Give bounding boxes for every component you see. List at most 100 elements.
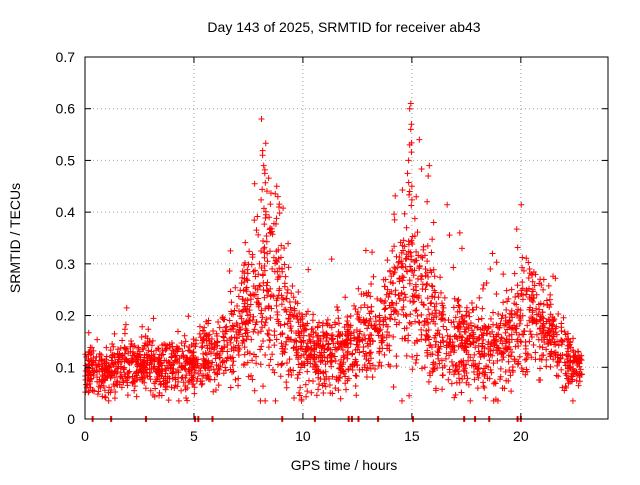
data-point <box>257 283 264 290</box>
data-point <box>446 352 453 359</box>
data-point <box>319 329 326 336</box>
data-point <box>460 345 467 352</box>
data-point <box>261 221 268 228</box>
data-point <box>530 342 537 349</box>
data-point <box>233 338 240 345</box>
data-point <box>194 360 201 367</box>
data-point <box>446 232 453 239</box>
data-point <box>240 338 247 345</box>
data-point <box>515 293 522 300</box>
data-point <box>487 351 494 358</box>
data-point <box>167 364 174 371</box>
data-point <box>294 375 301 382</box>
data-point <box>240 362 247 369</box>
data-point <box>443 338 450 345</box>
data-point <box>179 348 186 355</box>
data-point <box>125 350 132 357</box>
data-point <box>325 340 332 347</box>
data-point <box>136 366 143 373</box>
data-point <box>497 373 504 380</box>
data-point <box>456 320 463 327</box>
data-point <box>320 342 327 349</box>
data-point <box>158 352 165 359</box>
data-point <box>267 201 274 208</box>
data-point <box>421 364 428 371</box>
data-point <box>276 287 283 294</box>
data-point <box>452 368 459 375</box>
data-point <box>286 298 293 305</box>
data-point <box>427 351 434 358</box>
data-point <box>276 265 283 272</box>
data-point <box>347 363 354 370</box>
data-point <box>128 341 135 348</box>
data-point <box>364 325 371 332</box>
data-point <box>411 215 418 222</box>
data-point <box>437 274 444 281</box>
data-point <box>384 323 391 330</box>
data-point <box>362 318 369 325</box>
data-point <box>482 324 489 331</box>
data-point <box>278 292 285 299</box>
data-point <box>258 264 265 271</box>
data-point <box>425 378 432 385</box>
data-point <box>485 363 492 370</box>
data-point <box>287 366 294 373</box>
data-point <box>241 351 248 358</box>
data-point <box>145 326 152 333</box>
data-point <box>142 364 149 371</box>
data-point <box>418 276 425 283</box>
data-point <box>490 321 497 328</box>
data-point <box>518 364 525 371</box>
data-point <box>310 311 317 318</box>
data-point <box>535 336 542 343</box>
data-point <box>383 291 390 298</box>
data-point <box>560 314 567 321</box>
data-point <box>327 346 334 353</box>
data-point <box>511 270 518 277</box>
data-point <box>413 248 420 255</box>
data-point <box>428 269 435 276</box>
data-point <box>437 343 444 350</box>
data-point <box>463 304 470 311</box>
data-point <box>388 288 395 295</box>
data-point <box>413 193 420 200</box>
data-point <box>400 237 407 244</box>
data-point <box>251 387 258 394</box>
data-point <box>119 337 126 344</box>
data-point <box>505 377 512 384</box>
data-point <box>574 348 581 355</box>
data-point <box>519 331 526 338</box>
data-point <box>535 311 542 318</box>
data-point <box>540 276 547 283</box>
data-point <box>263 282 270 289</box>
data-point <box>364 304 371 311</box>
data-point <box>140 345 147 352</box>
data-point <box>424 269 431 276</box>
data-point <box>571 368 578 375</box>
data-point <box>504 320 511 327</box>
data-point <box>440 323 447 330</box>
data-point <box>245 318 252 325</box>
data-point <box>277 331 284 338</box>
data-point <box>227 288 234 295</box>
data-point <box>494 357 501 364</box>
data-point <box>440 304 447 311</box>
data-point <box>284 320 291 327</box>
data-point <box>574 361 581 368</box>
data-point <box>262 215 269 222</box>
data-point <box>403 268 410 275</box>
data-point <box>283 338 290 345</box>
data-point <box>178 340 185 347</box>
data-point <box>362 247 369 254</box>
data-point <box>398 397 405 404</box>
data-point <box>450 304 457 311</box>
data-point <box>454 325 461 332</box>
data-point <box>315 386 322 393</box>
data-point <box>451 323 458 330</box>
data-point <box>274 258 281 265</box>
data-point <box>575 382 582 389</box>
data-point <box>356 366 363 373</box>
data-point <box>363 356 370 363</box>
y-tick-label: 0.5 <box>56 152 76 168</box>
data-point <box>449 345 456 352</box>
